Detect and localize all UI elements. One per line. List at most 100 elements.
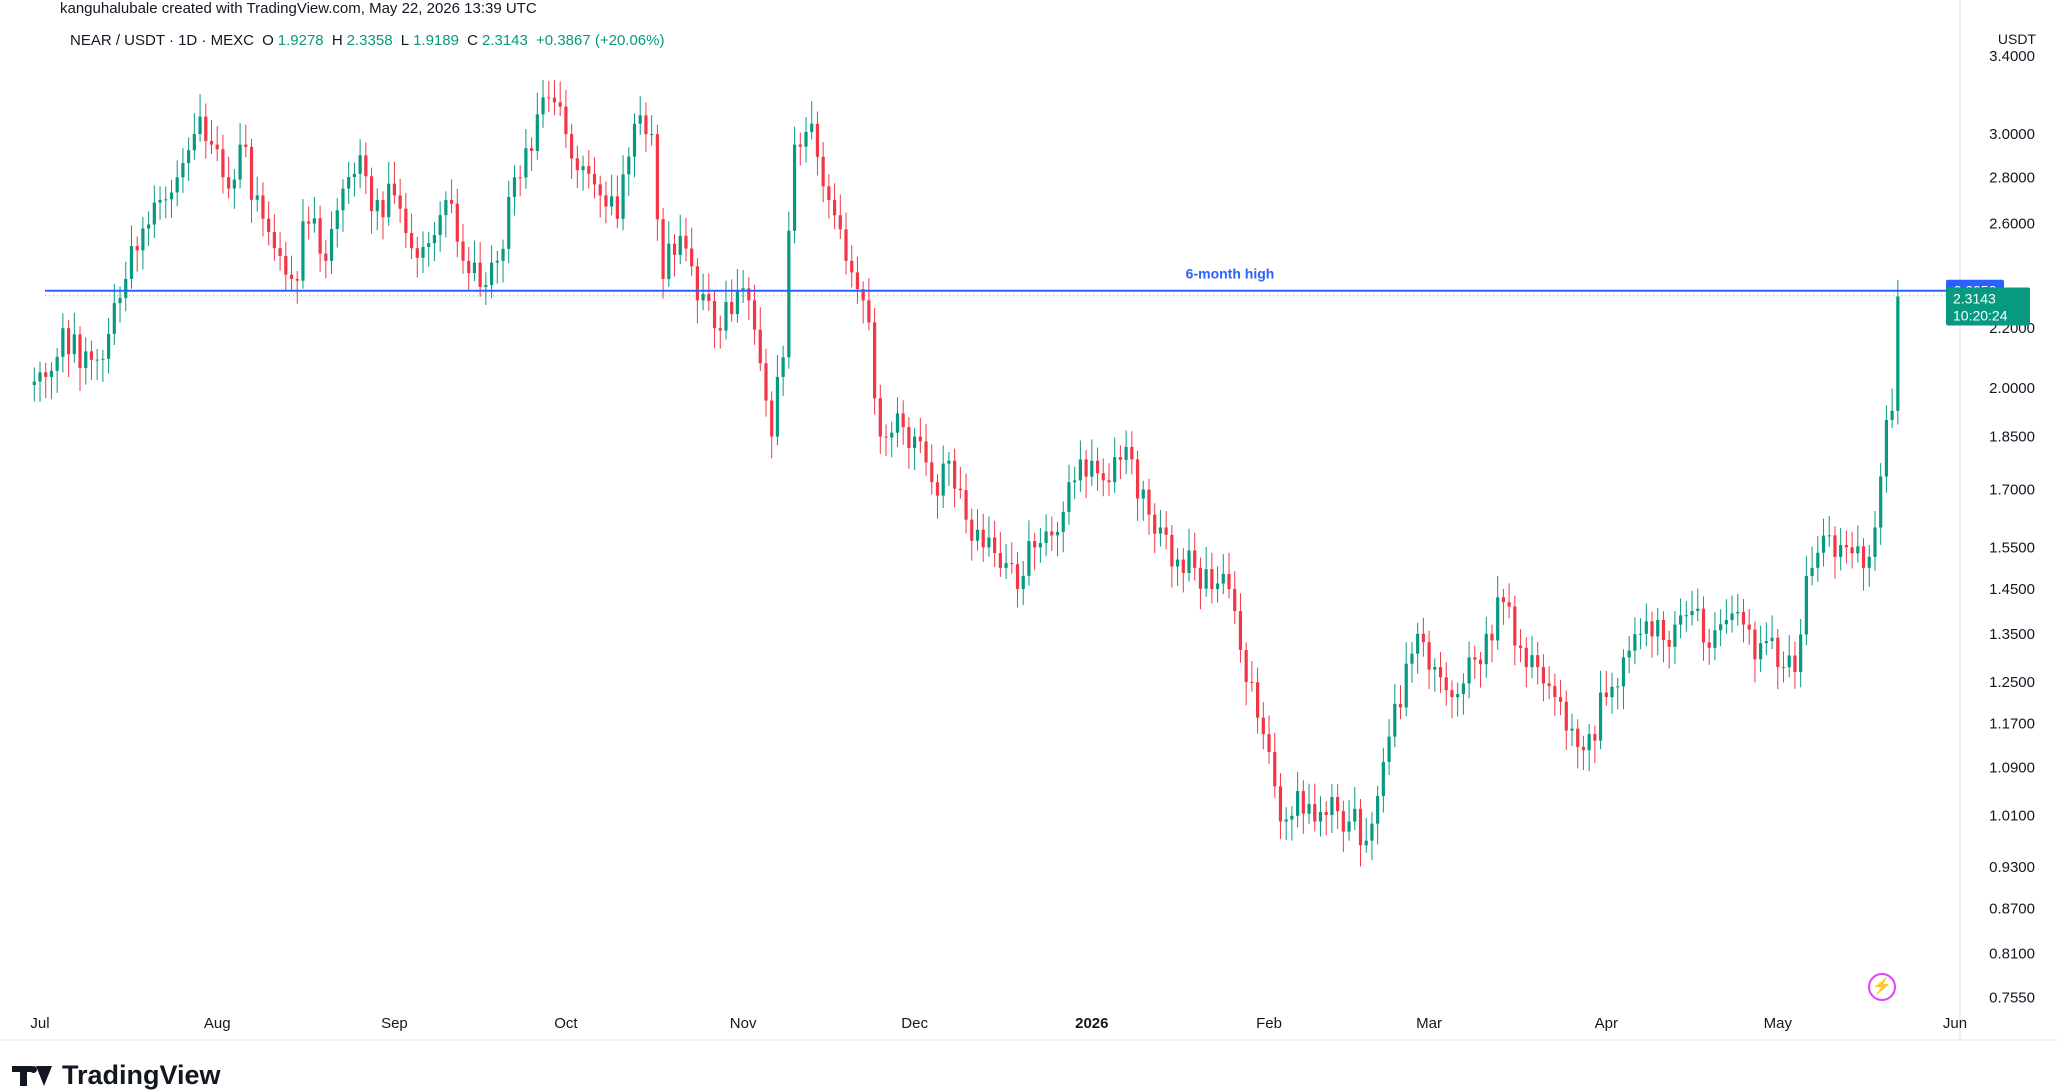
candle xyxy=(444,191,448,238)
candle xyxy=(1416,622,1420,674)
candle-body xyxy=(895,413,900,433)
price-tick-label: 3.0000 xyxy=(1989,126,2035,143)
candle xyxy=(209,119,214,154)
candle xyxy=(1833,526,1837,579)
candle xyxy=(1170,524,1174,588)
candle-body xyxy=(1558,697,1563,702)
candle xyxy=(1473,645,1477,679)
candle xyxy=(764,348,768,417)
candle xyxy=(1684,601,1688,632)
candle xyxy=(501,239,505,283)
candle-body xyxy=(570,134,574,159)
candle-body xyxy=(1433,667,1437,670)
candle xyxy=(312,196,316,233)
candle-body xyxy=(1147,489,1151,515)
candle-body xyxy=(724,302,728,331)
candle-body xyxy=(1518,645,1523,648)
candle-body xyxy=(272,232,276,249)
candle-body xyxy=(975,529,980,541)
candle-body xyxy=(1850,547,1854,554)
candle xyxy=(507,180,511,264)
candle-body xyxy=(832,200,837,216)
candle-body xyxy=(421,246,425,258)
candle xyxy=(124,261,128,312)
candle-body xyxy=(55,356,59,371)
candle-body xyxy=(38,372,42,382)
candle xyxy=(1210,552,1214,604)
candle-body xyxy=(1821,535,1826,553)
candle-body xyxy=(158,200,162,203)
candle-body xyxy=(375,200,379,212)
candle-body xyxy=(1210,569,1214,590)
candle xyxy=(570,123,574,179)
candle-body xyxy=(1204,569,1208,589)
candle-body xyxy=(101,358,105,360)
candle-body xyxy=(1398,703,1403,708)
candle-body xyxy=(1564,701,1568,731)
candle-body xyxy=(838,215,842,230)
last-price-tag-bg xyxy=(1946,287,2030,326)
candle xyxy=(844,212,848,275)
candle xyxy=(221,134,225,194)
candle-body xyxy=(735,290,740,315)
candle xyxy=(164,186,168,219)
lightning-icon[interactable]: ⚡ xyxy=(1868,973,1896,1001)
candle-body xyxy=(1038,543,1042,548)
candle xyxy=(181,148,185,193)
candle-body xyxy=(1238,611,1243,650)
candle-body xyxy=(1638,633,1643,635)
candle xyxy=(1490,624,1494,663)
candle-body xyxy=(867,300,871,323)
candle xyxy=(1547,666,1551,700)
candle xyxy=(78,326,82,391)
candle xyxy=(650,115,654,146)
candle-body xyxy=(489,262,494,286)
candle xyxy=(1027,520,1031,586)
candle xyxy=(1730,595,1734,633)
candle xyxy=(289,255,294,291)
candle xyxy=(718,315,722,349)
candle xyxy=(1507,583,1511,619)
price-tick-label: 2.8000 xyxy=(1989,169,2035,186)
candle xyxy=(1261,702,1265,750)
candle-body xyxy=(575,158,579,171)
candle-body xyxy=(255,195,259,200)
candle-body xyxy=(1547,683,1551,687)
candle-body xyxy=(295,278,299,281)
candle-body xyxy=(1793,655,1797,673)
candle xyxy=(810,101,814,140)
candle-body xyxy=(981,529,985,548)
candle xyxy=(935,474,940,519)
candle-body xyxy=(1827,535,1831,537)
candle xyxy=(964,473,968,534)
candle xyxy=(850,245,854,288)
candle xyxy=(712,290,717,349)
candle-body xyxy=(1427,642,1431,670)
candle-body xyxy=(164,199,168,201)
candle xyxy=(1296,772,1300,828)
candle-body xyxy=(1296,791,1300,816)
candle xyxy=(1844,530,1848,564)
time-tick-label: May xyxy=(1764,1015,1793,1032)
candle xyxy=(587,150,591,189)
candle xyxy=(913,427,917,471)
candle xyxy=(1187,528,1191,582)
candle xyxy=(730,279,734,322)
candle-body xyxy=(478,262,482,287)
currency-label[interactable]: USDT xyxy=(1997,31,2036,47)
candle-body xyxy=(1141,489,1145,499)
candle xyxy=(1610,672,1614,714)
symbol-label[interactable]: NEAR / USDT · 1D · MEXC xyxy=(70,32,254,49)
candle-body xyxy=(1530,655,1534,668)
candle xyxy=(632,113,637,178)
candle xyxy=(409,213,414,260)
candle-body xyxy=(1227,573,1231,590)
candle-body xyxy=(318,218,322,254)
candle-body xyxy=(1884,419,1889,477)
candle-body xyxy=(1444,677,1448,691)
tradingview-logo: TradingView xyxy=(12,1060,221,1091)
candle-body xyxy=(1095,460,1100,474)
candle xyxy=(1753,621,1757,683)
